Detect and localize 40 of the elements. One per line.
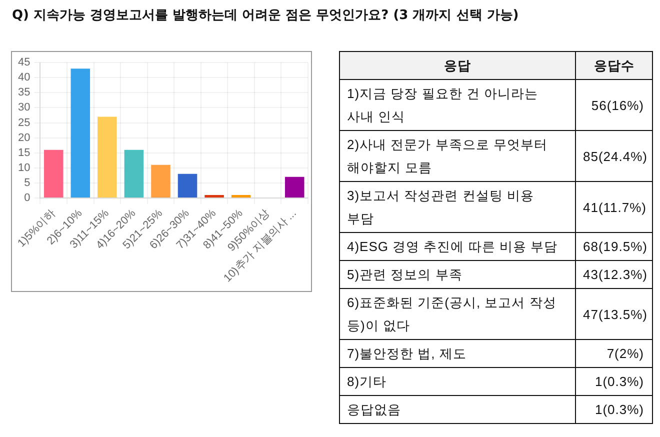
category-label: 5)관련 정보의 부족 bbox=[340, 260, 576, 288]
y-tick-label: 5 bbox=[24, 176, 30, 189]
data-label: 1(0.3%) bbox=[576, 396, 652, 424]
chart-title: Q) 지속가능 경영보고서를 발행하는데 어려운 점은 무엇인가요? (3 개까지 선택 가능) bbox=[12, 7, 519, 24]
data-label: 56(16%) bbox=[576, 80, 652, 130]
text: 응답 bbox=[340, 52, 576, 80]
category-label: 2)사내 전문가 부족으로 무엇부터 해야할지 모름 bbox=[340, 130, 576, 182]
category-label: 6)표준화된 기준(공시, 보고서 작성 등)이 없다 bbox=[340, 288, 576, 340]
bar bbox=[124, 150, 144, 198]
data-label: 41(11.7%) bbox=[576, 182, 652, 232]
bar bbox=[151, 164, 170, 198]
category-label: 7)불안정한 법, 제도 bbox=[340, 340, 576, 368]
category-label: 8)기타 bbox=[340, 368, 576, 396]
data-label: 85(24.4%) bbox=[576, 130, 652, 182]
y-tick-label: 45 bbox=[18, 56, 30, 69]
text: 응답수 bbox=[576, 52, 652, 80]
bar bbox=[204, 194, 224, 198]
y-tick-label: 30 bbox=[18, 102, 30, 114]
bar bbox=[231, 194, 251, 198]
category-label: 4)ESG 경영 추진에 따른 비용 부담 bbox=[340, 232, 576, 260]
bar bbox=[98, 116, 117, 198]
bar bbox=[284, 176, 304, 198]
y-tick-label: 40 bbox=[18, 72, 30, 84]
data-label: 7(2%) bbox=[576, 340, 652, 368]
bar bbox=[44, 150, 64, 198]
data-label: 68(19.5%) bbox=[576, 232, 652, 260]
y-tick-label: 25 bbox=[18, 116, 30, 129]
bar bbox=[70, 68, 90, 198]
y-tick-label: 0 bbox=[24, 192, 30, 204]
category-label: 3)보고서 작성관련 컨설팅 비용 부담 bbox=[340, 182, 576, 232]
y-tick-label: 35 bbox=[18, 86, 30, 99]
data-label: 43(12.3%) bbox=[576, 260, 652, 288]
y-tick-label: 10 bbox=[18, 162, 30, 174]
category-label: 1)지금 당장 필요한 건 아니라는 사내 인식 bbox=[340, 80, 576, 130]
bar bbox=[178, 174, 198, 198]
category-label: 응답없음 bbox=[340, 396, 576, 424]
y-tick-label: 20 bbox=[18, 132, 30, 144]
data-label: 1(0.3%) bbox=[576, 368, 652, 396]
data-label: 47(13.5%) bbox=[576, 288, 652, 340]
y-tick-label: 15 bbox=[18, 146, 30, 159]
